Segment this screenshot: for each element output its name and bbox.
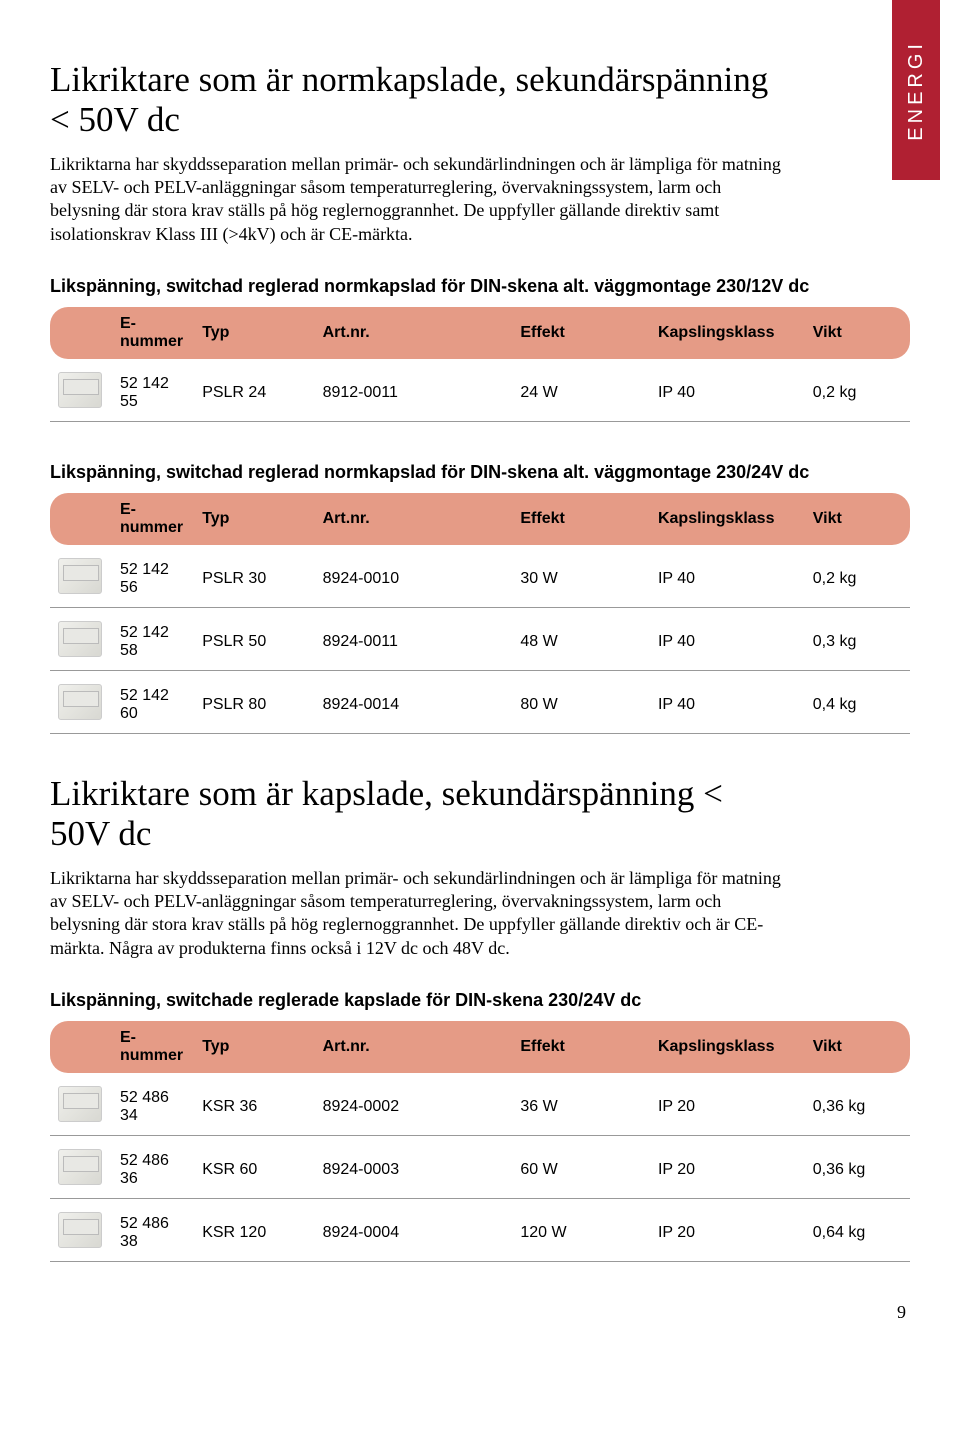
table2-block: Likspänning, switchad reglerad normkapsl…: [50, 462, 910, 734]
table3-body: 52 486 34KSR 368924-000236 WIP 200,36 kg…: [50, 1073, 910, 1262]
table-cell: 52 486 36: [50, 1136, 196, 1199]
table-header-row: E-nummerTypArt.nr.EffektKapslingsklassVi…: [50, 307, 910, 359]
column-header: Art.nr.: [317, 1021, 515, 1073]
table-cell: 8924-0003: [317, 1136, 515, 1199]
column-header: Art.nr.: [317, 493, 515, 545]
table1-body: 52 142 55PSLR 248912-001124 WIP 400,2 kg: [50, 359, 910, 422]
table-cell: 0,3 kg: [807, 608, 910, 671]
table-cell: 52 142 58: [50, 608, 196, 671]
table-row: 52 142 55PSLR 248912-001124 WIP 400,2 kg: [50, 359, 910, 422]
table-cell: IP 40: [652, 359, 807, 422]
section1-desc: Likriktarna har skyddsseparation mellan …: [50, 153, 790, 247]
table-cell: 8924-0011: [317, 608, 515, 671]
table-cell: PSLR 30: [196, 545, 316, 608]
table-cell: 0,2 kg: [807, 359, 910, 422]
product-thumb-icon: [58, 621, 102, 657]
table-cell: KSR 36: [196, 1073, 316, 1136]
column-header: Effekt: [514, 307, 652, 359]
table-cell: 36 W: [514, 1073, 652, 1136]
table-cell: 8924-0002: [317, 1073, 515, 1136]
product-thumb-icon: [58, 372, 102, 408]
table-cell: 8924-0010: [317, 545, 515, 608]
table-cell: 52 142 56: [50, 545, 196, 608]
table3-block: Likspänning, switchade reglerade kapslad…: [50, 990, 910, 1262]
column-header: Typ: [196, 1021, 316, 1073]
table-cell: 52 486 38: [50, 1199, 196, 1262]
table-cell: IP 20: [652, 1073, 807, 1136]
product-thumb-icon: [58, 1149, 102, 1185]
table-cell: IP 40: [652, 671, 807, 734]
column-header: E-nummer: [50, 307, 196, 359]
table-cell: 80 W: [514, 671, 652, 734]
table2-body: 52 142 56PSLR 308924-001030 WIP 400,2 kg…: [50, 545, 910, 734]
table-row: 52 486 36KSR 608924-000360 WIP 200,36 kg: [50, 1136, 910, 1199]
table-header-row: E-nummerTypArt.nr.EffektKapslingsklassVi…: [50, 1021, 910, 1073]
section1-title: Likriktare som är normkapslade, sekundär…: [50, 60, 770, 141]
table-cell: KSR 120: [196, 1199, 316, 1262]
table-cell: 0,4 kg: [807, 671, 910, 734]
table-row: 52 486 38KSR 1208924-0004120 WIP 200,64 …: [50, 1199, 910, 1262]
section2-title: Likriktare som är kapslade, sekundärspän…: [50, 774, 770, 855]
table-row: 52 142 60PSLR 808924-001480 WIP 400,4 kg: [50, 671, 910, 734]
table2-title: Likspänning, switchad reglerad normkapsl…: [50, 462, 910, 483]
column-header: Kapslingsklass: [652, 493, 807, 545]
table-row: 52 142 56PSLR 308924-001030 WIP 400,2 kg: [50, 545, 910, 608]
table2: E-nummerTypArt.nr.EffektKapslingsklassVi…: [50, 493, 910, 734]
column-header: E-nummer: [50, 1021, 196, 1073]
column-header: Art.nr.: [317, 307, 515, 359]
table-cell: 48 W: [514, 608, 652, 671]
table-cell: 30 W: [514, 545, 652, 608]
table1-title: Likspänning, switchad reglerad normkapsl…: [50, 276, 910, 297]
column-header: Vikt: [807, 493, 910, 545]
column-header: Typ: [196, 493, 316, 545]
table-cell: IP 40: [652, 608, 807, 671]
table-cell: 52 142 60: [50, 671, 196, 734]
table-row: 52 142 58PSLR 508924-001148 WIP 400,3 kg: [50, 608, 910, 671]
table-cell: 60 W: [514, 1136, 652, 1199]
product-thumb-icon: [58, 558, 102, 594]
table-cell: IP 40: [652, 545, 807, 608]
table-cell: PSLR 24: [196, 359, 316, 422]
table-cell: 52 142 55: [50, 359, 196, 422]
column-header: Vikt: [807, 307, 910, 359]
table-cell: PSLR 50: [196, 608, 316, 671]
table-cell: 8924-0004: [317, 1199, 515, 1262]
column-header: Kapslingsklass: [652, 1021, 807, 1073]
side-tab-energi: ENERGI: [892, 0, 940, 180]
table-cell: IP 20: [652, 1199, 807, 1262]
column-header: Typ: [196, 307, 316, 359]
table3: E-nummerTypArt.nr.EffektKapslingsklassVi…: [50, 1021, 910, 1262]
table-row: 52 486 34KSR 368924-000236 WIP 200,36 kg: [50, 1073, 910, 1136]
table1-block: Likspänning, switchad reglerad normkapsl…: [50, 276, 910, 422]
table-cell: 120 W: [514, 1199, 652, 1262]
column-header: E-nummer: [50, 493, 196, 545]
table-cell: IP 20: [652, 1136, 807, 1199]
table-cell: 8912-0011: [317, 359, 515, 422]
column-header: Kapslingsklass: [652, 307, 807, 359]
table-cell: 0,64 kg: [807, 1199, 910, 1262]
table-cell: 0,36 kg: [807, 1136, 910, 1199]
column-header: Effekt: [514, 1021, 652, 1073]
table-cell: KSR 60: [196, 1136, 316, 1199]
section2-desc: Likriktarna har skyddsseparation mellan …: [50, 867, 790, 961]
table-cell: 0,2 kg: [807, 545, 910, 608]
table-cell: 24 W: [514, 359, 652, 422]
product-thumb-icon: [58, 684, 102, 720]
product-thumb-icon: [58, 1212, 102, 1248]
table-cell: 52 486 34: [50, 1073, 196, 1136]
product-thumb-icon: [58, 1086, 102, 1122]
table-cell: 0,36 kg: [807, 1073, 910, 1136]
column-header: Vikt: [807, 1021, 910, 1073]
table-cell: 8924-0014: [317, 671, 515, 734]
table3-title: Likspänning, switchade reglerade kapslad…: [50, 990, 910, 1011]
page-number: 9: [50, 1302, 910, 1323]
table-cell: PSLR 80: [196, 671, 316, 734]
column-header: Effekt: [514, 493, 652, 545]
side-tab-label: ENERGI: [905, 40, 928, 141]
table-header-row: E-nummerTypArt.nr.EffektKapslingsklassVi…: [50, 493, 910, 545]
table1: E-nummerTypArt.nr.EffektKapslingsklassVi…: [50, 307, 910, 422]
